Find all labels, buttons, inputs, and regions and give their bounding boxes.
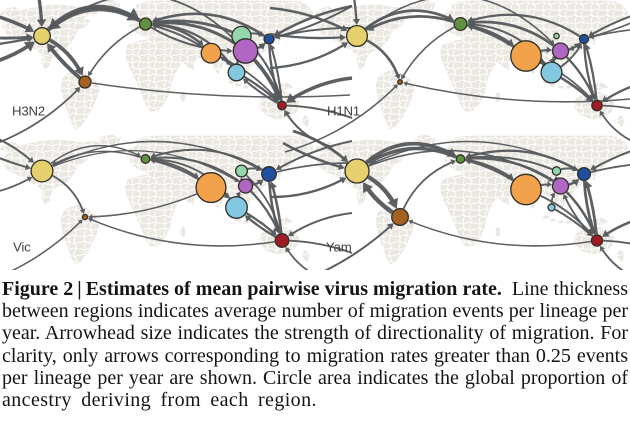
svg-text:Vic: Vic <box>13 240 31 255</box>
svg-text:H1N1: H1N1 <box>327 104 360 119</box>
svg-text:H3N2: H3N2 <box>12 104 45 119</box>
svg-text:Yam: Yam <box>326 240 352 255</box>
